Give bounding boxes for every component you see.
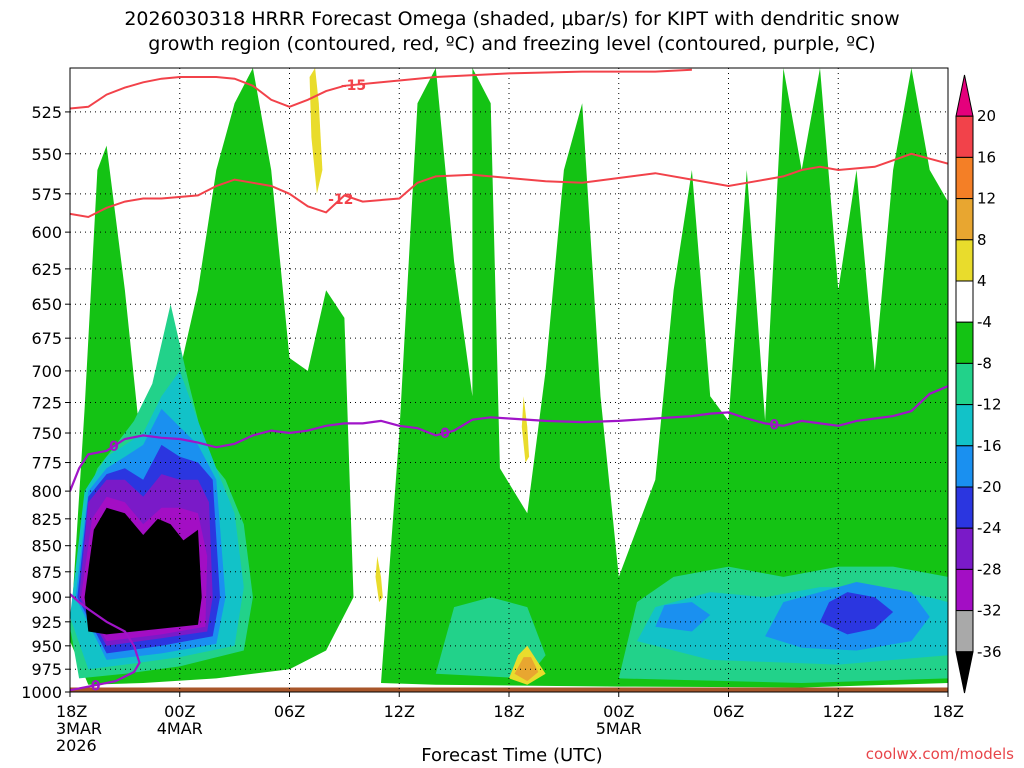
y-tick-label-900: 900 bbox=[31, 588, 62, 607]
colorbar-bin-4 bbox=[955, 239, 974, 282]
contour-labels: -15 -12 0 0 0 0 bbox=[91, 78, 780, 694]
colorbar-label: 4 bbox=[977, 272, 987, 290]
colorbar-arrow-down bbox=[955, 651, 974, 694]
colorbar-bin-9 bbox=[955, 445, 974, 488]
x-tick-label: 00Z bbox=[603, 702, 634, 721]
colorbar-bin-2 bbox=[955, 156, 974, 200]
x-tick-label: 12Z bbox=[384, 702, 415, 721]
freezing-contour-label: 0 bbox=[440, 426, 450, 442]
colorbar-label: -4 bbox=[977, 313, 992, 331]
surface-layer bbox=[70, 687, 948, 692]
colorbar-bin-8 bbox=[955, 404, 974, 447]
y-tick-label-850: 850 bbox=[31, 537, 62, 556]
colorbar-label: 16 bbox=[977, 148, 996, 166]
credit-link[interactable]: coolwx.com/models bbox=[865, 745, 1014, 763]
x-tick-label: 3MAR bbox=[56, 719, 102, 738]
colorbar-bin-5 bbox=[955, 280, 974, 323]
x-tick-label: 18Z bbox=[933, 702, 964, 721]
colorbar-bin-7 bbox=[955, 362, 974, 406]
omega-region-1 bbox=[381, 68, 948, 688]
surface-strip bbox=[70, 687, 948, 692]
y-tick-label-525: 525 bbox=[31, 103, 62, 122]
y-tick-label-950: 950 bbox=[31, 637, 62, 656]
x-tick-label: 5MAR bbox=[596, 719, 642, 738]
colorbar-label: -24 bbox=[977, 519, 1002, 537]
colorbar-bin-6 bbox=[955, 321, 974, 364]
y-tick-label-750: 750 bbox=[31, 424, 62, 443]
y-tick-label-675: 675 bbox=[31, 329, 62, 348]
colorbar-bin-10 bbox=[955, 486, 974, 529]
contour-label: -15 bbox=[341, 78, 366, 94]
dendritic-contour-0 bbox=[70, 68, 692, 110]
y-tick-label-975: 975 bbox=[31, 660, 62, 679]
x-tick-label: 12Z bbox=[823, 702, 854, 721]
freezing-contour-label: 0 bbox=[109, 439, 119, 455]
colorbar-label: -36 bbox=[977, 643, 1002, 661]
omega-region-9 bbox=[655, 602, 711, 632]
colorbar-bin-1 bbox=[955, 115, 974, 158]
y-tick-label-700: 700 bbox=[31, 362, 62, 381]
x-tick-label: 06Z bbox=[274, 702, 305, 721]
omega-region-14 bbox=[84, 507, 202, 635]
y-tick-label-875: 875 bbox=[31, 563, 62, 582]
dendritic-contour-1 bbox=[70, 152, 948, 219]
y-tick-label-650: 650 bbox=[31, 295, 62, 314]
omega-region-19 bbox=[375, 556, 383, 603]
freezing-level-contour bbox=[70, 385, 948, 492]
omega-region-18 bbox=[514, 657, 539, 682]
colorbar-arrow-up bbox=[955, 74, 974, 117]
colorbar: 20 16 12 8 4 -4 -8 -12 -16 -20 -24 -28 -32 -36 bbox=[955, 74, 1002, 694]
colorbar-bin-11 bbox=[955, 527, 974, 570]
y-tick-label-925: 925 bbox=[31, 613, 62, 632]
y-tick-label-825: 825 bbox=[31, 510, 62, 529]
y-tick-label-600: 600 bbox=[31, 223, 62, 242]
colorbar-label: -16 bbox=[977, 437, 1002, 455]
contour-label: -12 bbox=[328, 192, 353, 208]
chart-title-line-1: 2026030318 HRRR Forecast Omega (shaded, … bbox=[124, 8, 900, 30]
freezing-contour-label: 0 bbox=[769, 418, 779, 434]
freezing-level-contour-low bbox=[70, 593, 141, 692]
chart-title-line-2: growth region (contoured, red, ºC) and f… bbox=[148, 33, 876, 55]
y-tick-label-725: 725 bbox=[31, 393, 62, 412]
contour-lines bbox=[70, 68, 948, 692]
colorbar-bin-12 bbox=[955, 568, 974, 612]
colorbar-label: 8 bbox=[977, 231, 987, 249]
y-tick-label-1000: 1000 bbox=[21, 683, 62, 702]
x-tick-label: 4MAR bbox=[157, 719, 203, 738]
omega-region-16 bbox=[521, 396, 530, 463]
omega-region-15 bbox=[309, 68, 323, 194]
x-tick-label: 00Z bbox=[164, 702, 195, 721]
y-tick-label-775: 775 bbox=[31, 454, 62, 473]
colorbar-label: -28 bbox=[977, 560, 1002, 578]
x-tick-label: 2026 bbox=[56, 736, 97, 755]
freezing-contour-label-low: 0 bbox=[91, 678, 101, 694]
omega-shading bbox=[70, 68, 948, 688]
grid-lines bbox=[70, 68, 948, 693]
colorbar-label: -20 bbox=[977, 478, 1002, 496]
colorbar-label: -12 bbox=[977, 396, 1002, 414]
x-axis-label: Forecast Time (UTC) bbox=[421, 745, 603, 766]
colorbar-bin-13 bbox=[955, 610, 974, 653]
y-axis: 525 550 575 600 625 650 675 700 725 750 775 800 825 8… bbox=[21, 103, 70, 702]
x-tick-label: 18Z bbox=[56, 702, 87, 721]
x-tick-label: 18Z bbox=[493, 702, 524, 721]
colorbar-label: -8 bbox=[977, 354, 992, 372]
y-tick-label-575: 575 bbox=[31, 185, 62, 204]
y-tick-label-800: 800 bbox=[31, 482, 62, 501]
colorbar-label: 20 bbox=[977, 107, 996, 125]
colorbar-bin-3 bbox=[955, 198, 974, 241]
y-tick-label-550: 550 bbox=[31, 145, 62, 164]
x-tick-label: 06Z bbox=[713, 702, 744, 721]
colorbar-label: -32 bbox=[977, 602, 1002, 620]
y-tick-label-625: 625 bbox=[31, 260, 62, 279]
colorbar-label: 12 bbox=[977, 190, 996, 208]
